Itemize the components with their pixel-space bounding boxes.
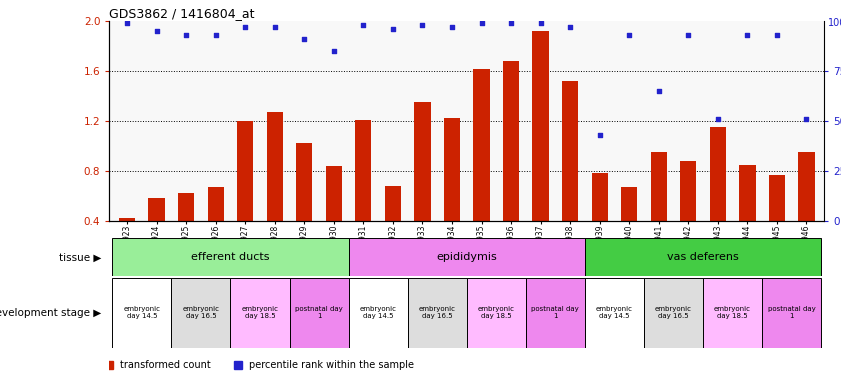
Text: embryonic
day 18.5: embryonic day 18.5 [241,306,278,319]
Bar [526,278,584,348]
Bar [710,127,726,221]
Text: embryonic
day 14.5: embryonic day 14.5 [596,306,633,319]
Bar [680,161,696,221]
Point [563,24,577,30]
Bar [349,238,584,276]
Text: postnatal day
1: postnatal day 1 [295,306,343,319]
Bar [651,152,667,221]
Point [681,32,695,38]
Bar [703,278,762,348]
Text: epididymis: epididymis [436,252,497,262]
Bar [532,31,548,221]
Point [415,22,429,28]
Bar [408,278,467,348]
Point [711,116,725,122]
Bar [113,238,349,276]
Point [445,24,458,30]
Point [268,24,282,30]
Bar [119,218,135,221]
Text: embryonic
day 16.5: embryonic day 16.5 [182,306,220,319]
Text: transformed count: transformed count [120,360,211,370]
Text: 100%: 100% [828,18,841,28]
Text: vas deferens: vas deferens [667,252,739,262]
Bar [621,187,637,221]
Text: postnatal day
1: postnatal day 1 [532,306,579,319]
Point [741,32,754,38]
Text: embryonic
day 14.5: embryonic day 14.5 [124,306,161,319]
Bar [289,278,349,348]
Text: embryonic
day 16.5: embryonic day 16.5 [655,306,692,319]
Point [534,20,547,26]
Text: GDS3862 / 1416804_at: GDS3862 / 1416804_at [109,7,255,20]
Bar [267,112,283,221]
Text: embryonic
day 18.5: embryonic day 18.5 [714,306,751,319]
Point [327,48,341,54]
Text: postnatal day
1: postnatal day 1 [768,306,816,319]
Bar [644,278,703,348]
Point [475,20,489,26]
Point [298,36,311,42]
Bar [349,278,408,348]
Bar [584,278,644,348]
Bar [325,166,342,221]
Bar [237,121,253,221]
Bar [230,278,289,348]
Bar [798,152,815,221]
Bar [562,81,579,221]
Bar [296,144,312,221]
Bar [113,278,172,348]
Bar [415,102,431,221]
Text: embryonic
day 16.5: embryonic day 16.5 [419,306,456,319]
Point [505,20,518,26]
Bar [467,278,526,348]
Text: development stage ▶: development stage ▶ [0,308,101,318]
Bar [584,238,821,276]
Bar [444,118,460,221]
Text: embryonic
day 18.5: embryonic day 18.5 [478,306,515,319]
Bar [172,278,230,348]
Point [593,132,606,138]
Bar [503,61,519,221]
Point [209,32,222,38]
Point [239,24,252,30]
Bar [739,165,755,221]
Text: percentile rank within the sample: percentile rank within the sample [249,360,414,370]
Bar [591,174,608,221]
Text: tissue ▶: tissue ▶ [59,252,101,262]
Bar [208,187,224,221]
Text: embryonic
day 14.5: embryonic day 14.5 [360,306,397,319]
Point [800,116,813,122]
Bar [385,186,401,221]
Bar [149,199,165,221]
Point [652,88,665,94]
Point [150,28,163,34]
Point [770,32,784,38]
Point [179,32,193,38]
Point [386,26,399,32]
Point [120,20,134,26]
Bar [473,68,489,221]
Bar [762,278,821,348]
Bar [355,120,372,221]
Point [622,32,636,38]
Text: efferent ducts: efferent ducts [191,252,270,262]
Bar [178,194,194,221]
Point [357,22,370,28]
Bar [769,175,785,221]
